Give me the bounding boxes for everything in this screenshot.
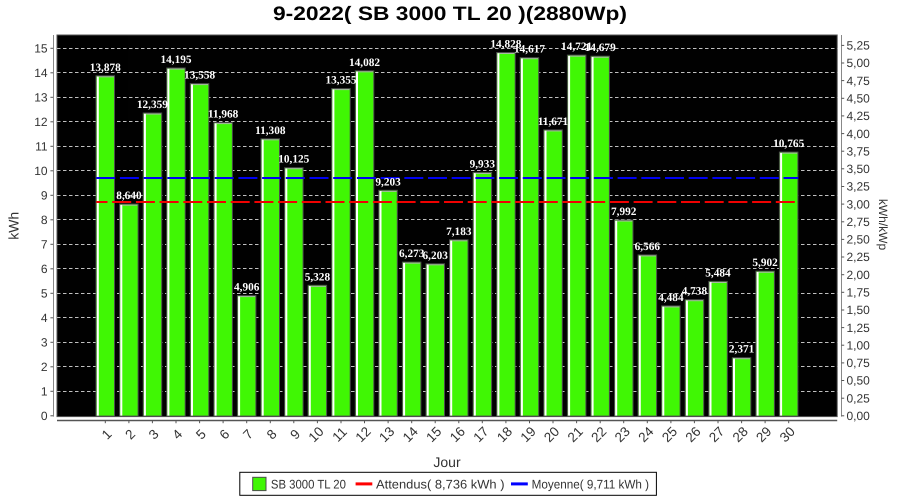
svg-text:Jour: Jour	[433, 454, 461, 470]
svg-text:11: 11	[35, 140, 48, 154]
svg-text:5,00: 5,00	[847, 56, 871, 70]
svg-text:0,25: 0,25	[847, 391, 871, 405]
svg-text:8: 8	[41, 213, 48, 227]
svg-text:1,25: 1,25	[847, 321, 871, 335]
svg-text:9,203: 9,203	[375, 176, 401, 188]
svg-text:3,00: 3,00	[847, 197, 871, 211]
svg-text:4,738: 4,738	[682, 286, 708, 298]
svg-text:30: 30	[777, 424, 798, 445]
svg-text:2,75: 2,75	[847, 215, 871, 229]
svg-text:1: 1	[41, 385, 48, 399]
svg-text:14,195: 14,195	[160, 54, 191, 66]
svg-text:21: 21	[565, 424, 586, 445]
svg-text:10,125: 10,125	[278, 154, 309, 166]
svg-text:3,50: 3,50	[847, 162, 871, 176]
svg-text:5,25: 5,25	[847, 39, 871, 53]
svg-text:6,273: 6,273	[399, 248, 425, 260]
svg-text:3,75: 3,75	[847, 144, 871, 158]
svg-text:6,203: 6,203	[422, 250, 448, 262]
svg-text:16: 16	[447, 424, 468, 445]
svg-text:1,50: 1,50	[847, 303, 871, 317]
svg-text:22: 22	[588, 424, 609, 445]
svg-text:23: 23	[612, 424, 633, 445]
svg-text:12: 12	[353, 424, 374, 445]
svg-text:1,00: 1,00	[847, 338, 871, 352]
svg-text:5,484: 5,484	[705, 267, 731, 279]
svg-text:2,50: 2,50	[847, 233, 871, 247]
svg-text:4,484: 4,484	[658, 292, 684, 304]
svg-text:26: 26	[682, 424, 703, 445]
svg-text:14,617: 14,617	[514, 44, 545, 56]
svg-text:15: 15	[423, 424, 444, 445]
svg-text:11,308: 11,308	[255, 125, 286, 137]
svg-text:7,992: 7,992	[611, 206, 637, 218]
svg-text:14,082: 14,082	[349, 57, 380, 69]
svg-text:7: 7	[41, 238, 48, 252]
svg-text:1,75: 1,75	[847, 286, 871, 300]
svg-text:2: 2	[41, 360, 48, 374]
svg-text:10: 10	[305, 424, 326, 445]
svg-text:11,671: 11,671	[538, 116, 569, 128]
svg-text:13: 13	[34, 91, 48, 105]
svg-text:6: 6	[41, 262, 48, 276]
svg-text:10: 10	[34, 164, 48, 178]
svg-text:9: 9	[41, 189, 48, 203]
svg-text:18: 18	[494, 424, 515, 445]
svg-text:19: 19	[518, 424, 539, 445]
svg-text:12: 12	[34, 115, 48, 129]
svg-text:17: 17	[470, 424, 491, 445]
svg-text:14,721: 14,721	[561, 41, 592, 53]
svg-text:15: 15	[34, 42, 48, 56]
svg-text:4,25: 4,25	[847, 109, 871, 123]
svg-text:28: 28	[730, 424, 751, 445]
svg-text:14,828: 14,828	[490, 39, 521, 51]
svg-text:2,00: 2,00	[847, 268, 871, 282]
svg-text:9,933: 9,933	[470, 158, 496, 170]
svg-text:0,00: 0,00	[847, 409, 871, 423]
svg-text:11,968: 11,968	[208, 109, 239, 121]
svg-text:14,679: 14,679	[585, 42, 616, 54]
svg-text:4,50: 4,50	[847, 92, 871, 106]
svg-text:5,902: 5,902	[752, 257, 778, 269]
svg-text:4,906: 4,906	[234, 282, 260, 294]
svg-text:0,50: 0,50	[847, 374, 871, 388]
svg-text:3,25: 3,25	[847, 180, 871, 194]
svg-text:SB 3000 TL 20: SB 3000 TL 20	[271, 478, 346, 492]
svg-text:10,765: 10,765	[773, 138, 804, 150]
svg-text:7,183: 7,183	[446, 226, 472, 238]
svg-text:14: 14	[34, 66, 48, 80]
svg-text:2,371: 2,371	[729, 344, 755, 356]
svg-text:4: 4	[41, 311, 48, 325]
svg-text:25: 25	[659, 424, 680, 445]
svg-text:13: 13	[376, 424, 397, 445]
svg-text:Moyenne( 9,711 kWh ): Moyenne( 9,711 kWh )	[532, 478, 650, 492]
svg-text:6,566: 6,566	[635, 241, 661, 253]
svg-text:kWh/kWp: kWh/kWp	[876, 199, 890, 251]
svg-text:8,640: 8,640	[116, 190, 142, 202]
svg-text:Attendus( 8,736 kWh ): Attendus( 8,736 kWh )	[376, 478, 505, 492]
svg-text:4,75: 4,75	[847, 74, 871, 88]
svg-text:2,25: 2,25	[847, 250, 871, 264]
svg-text:3: 3	[41, 336, 48, 350]
svg-text:12,359: 12,359	[137, 99, 168, 111]
svg-text:29: 29	[753, 424, 774, 445]
svg-text:13,355: 13,355	[325, 75, 356, 87]
svg-text:9-2022( SB 3000 TL 20 )(2880Wp: 9-2022( SB 3000 TL 20 )(2880Wp)	[273, 3, 627, 25]
svg-text:0,75: 0,75	[847, 356, 871, 370]
svg-text:13,878: 13,878	[90, 62, 121, 74]
svg-text:4,00: 4,00	[847, 127, 871, 141]
svg-text:13,558: 13,558	[184, 70, 215, 82]
svg-text:27: 27	[706, 424, 727, 445]
svg-text:0: 0	[41, 409, 48, 423]
svg-text:20: 20	[541, 424, 562, 445]
svg-text:5,328: 5,328	[305, 271, 331, 283]
svg-text:5: 5	[41, 287, 48, 301]
svg-text:kWh: kWh	[6, 212, 22, 240]
